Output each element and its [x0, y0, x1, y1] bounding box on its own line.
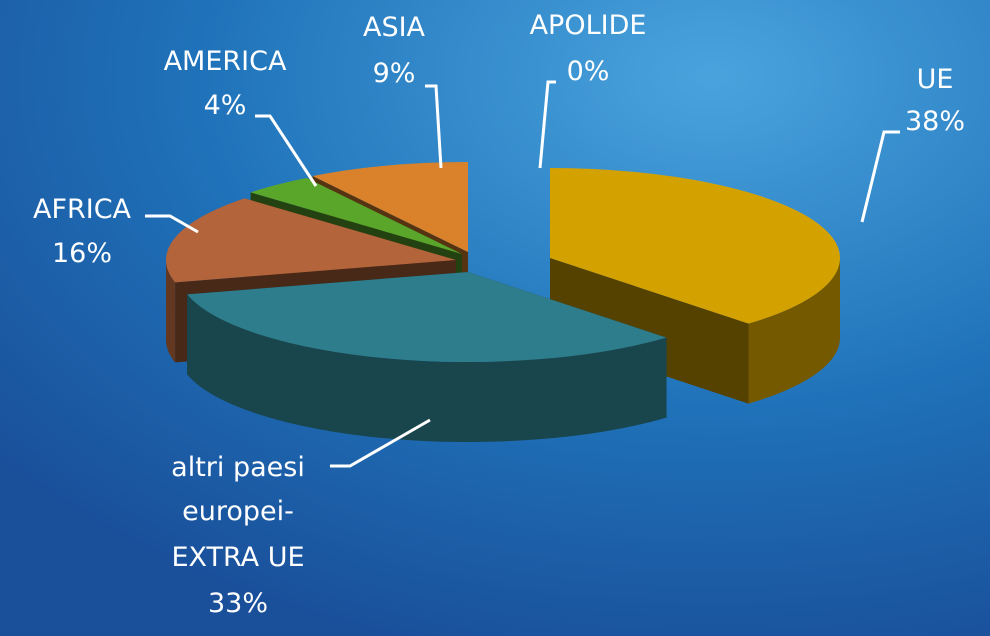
slice-asia	[312, 162, 468, 252]
label-ue-name: UE	[917, 64, 954, 95]
slice-wall-ue-side1	[550, 258, 749, 404]
slice-wall-extra	[187, 294, 667, 442]
slice-ue	[550, 168, 841, 324]
slice-wall-africa	[166, 260, 176, 363]
leader-asia	[425, 84, 443, 169]
slice-wall-ue	[748, 258, 840, 404]
label-extra-line1: altri paesi	[171, 452, 305, 483]
label-extra-line2: europei-	[182, 496, 294, 527]
leader-extra	[330, 418, 431, 468]
label-apolide-name: APOLIDE	[530, 10, 647, 41]
label-apolide-pct: 0%	[567, 56, 610, 87]
leader-ue	[860, 130, 900, 223]
pie-slices	[166, 162, 841, 442]
leader-apolide	[538, 80, 556, 169]
label-africa-name: AFRICA	[33, 194, 132, 225]
slice-extra	[187, 272, 667, 363]
label-asia-name: ASIA	[363, 12, 426, 43]
leader-africa	[145, 214, 199, 234]
label-america-pct: 4%	[204, 90, 247, 121]
slice-africa	[166, 198, 457, 283]
label-extra-line3: EXTRA UE	[171, 542, 304, 573]
leader-lines	[145, 80, 900, 468]
label-extra-pct: 33%	[208, 588, 268, 619]
leader-america	[255, 114, 318, 187]
label-africa-pct: 16%	[52, 238, 112, 269]
slice-america	[250, 178, 462, 254]
label-asia-pct: 9%	[373, 58, 416, 89]
label-ue-pct: 38%	[905, 106, 965, 137]
label-america-name: AMERICA	[164, 46, 287, 77]
